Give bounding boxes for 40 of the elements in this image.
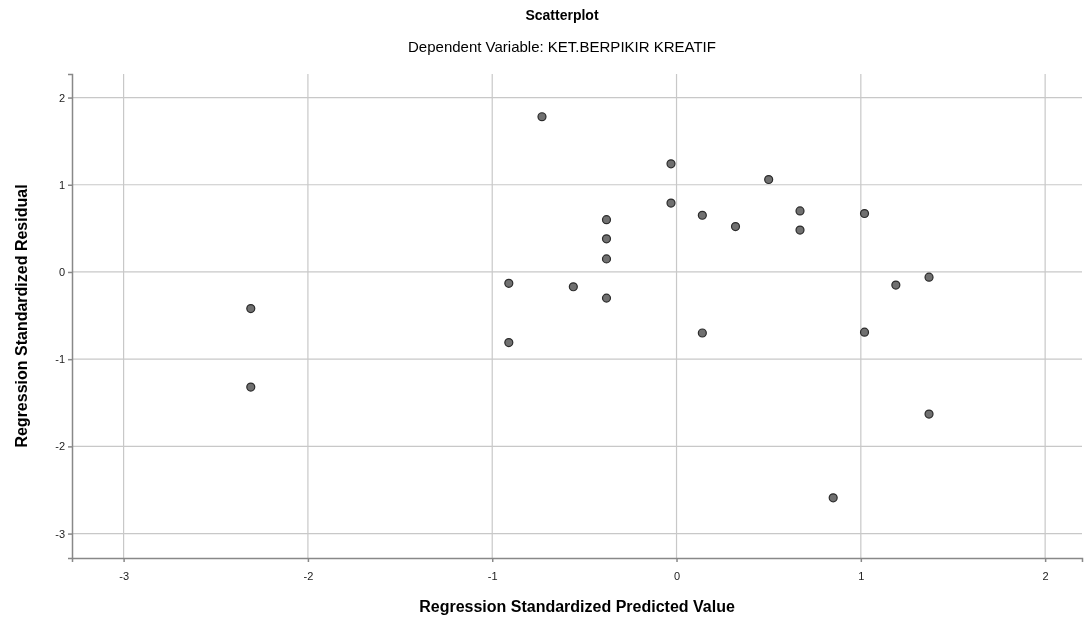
point: [859, 327, 870, 337]
point: [859, 208, 870, 219]
y-tick-label: 2: [58, 91, 65, 104]
x-tick-label: 0: [673, 570, 681, 583]
point: [697, 328, 707, 338]
x-tick-label: 2: [1042, 570, 1049, 583]
y-tick-label: -3: [55, 527, 65, 540]
point: [697, 210, 707, 220]
point: [246, 382, 256, 392]
point: [891, 280, 901, 290]
chart-title: Scatterplot: [525, 7, 599, 23]
point: [504, 278, 514, 288]
point: [828, 493, 838, 503]
y-tick-label: -1: [55, 353, 65, 366]
x-tick-label: -3: [119, 570, 129, 583]
y-axis-title: Regression Standardized Residual: [13, 184, 30, 448]
x-axis-title: Regression Standardized Predicted Value: [419, 598, 735, 615]
chart-subtitle: Dependent Variable: KET.BERPIKIR KREATIF: [408, 38, 716, 55]
point: [666, 198, 676, 208]
point: [537, 112, 547, 122]
x-tick-label: -2: [303, 570, 314, 583]
point: [924, 409, 934, 419]
point: [764, 174, 774, 185]
point: [246, 304, 256, 314]
point: [795, 206, 805, 216]
point: [601, 234, 612, 244]
point: [601, 254, 612, 264]
point: [504, 338, 514, 348]
point: [924, 272, 934, 282]
point: [601, 215, 612, 225]
point: [795, 225, 805, 235]
point: [730, 222, 741, 232]
y-tick-label: -2: [55, 440, 65, 453]
point: [666, 159, 676, 169]
point: [601, 293, 612, 303]
x-tick-label: 1: [858, 570, 865, 583]
y-tick-label: 1: [58, 178, 65, 191]
y-tick-label: 0: [58, 265, 65, 278]
x-tick-label: -1: [487, 570, 498, 583]
point: [568, 282, 578, 292]
